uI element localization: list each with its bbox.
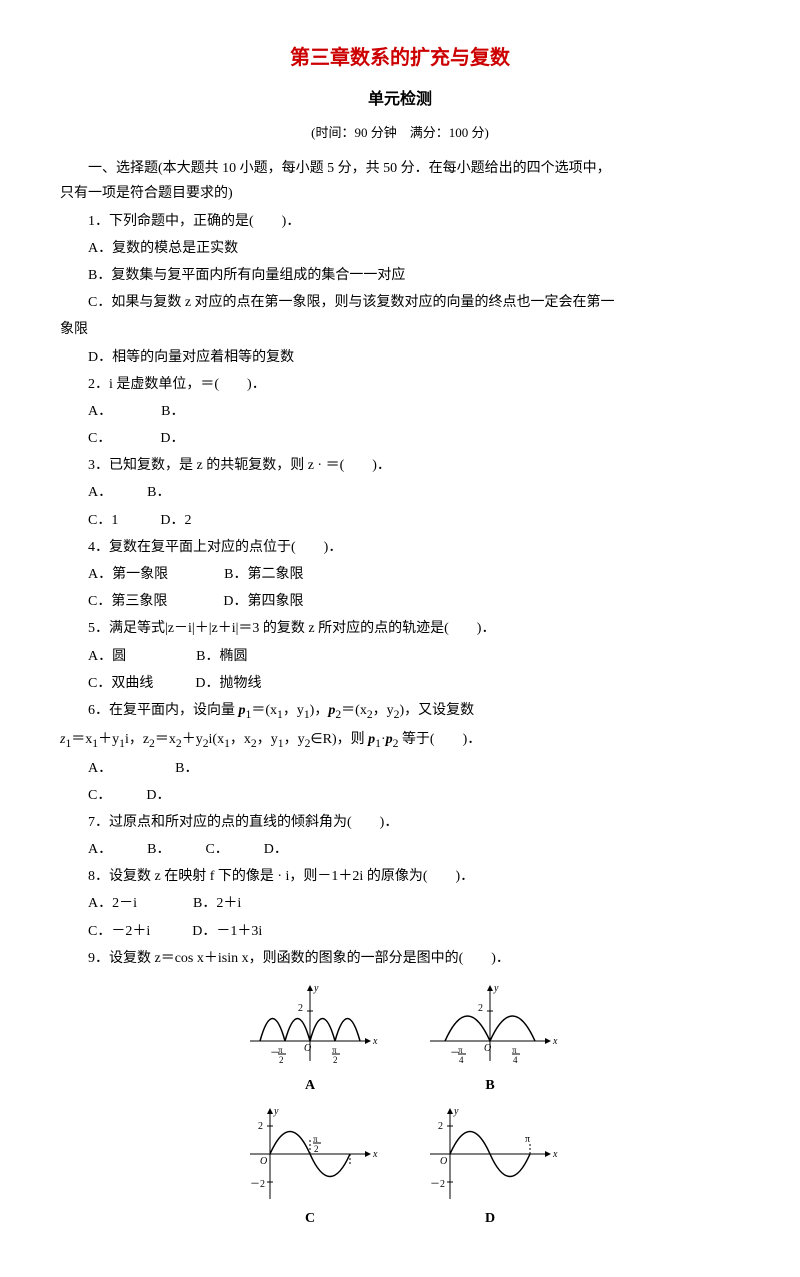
q5-stem: 5．满足等式|z－i|＋|z＋i|＝3 的复数 z 所对应的点的轨迹是( )． (60, 616, 740, 641)
graph-A-label: A (240, 1073, 380, 1098)
graph-B-label: B (420, 1073, 560, 1098)
q5-row1: A．圆 B．椭圆 (60, 644, 740, 669)
q3-stem: 3．已知复数，是 z 的共轭复数，则 z · ＝( )． (60, 453, 740, 478)
graph-D: x y O 2 －2 π D (420, 1104, 560, 1231)
svg-text:x: x (552, 1149, 558, 1160)
q6l2-eq: 等于( )． (398, 732, 481, 747)
svg-text:y: y (453, 1106, 459, 1117)
q2-row2: C． D． (60, 426, 740, 451)
graph-A: x y O 2 － π 2 π 2 A (240, 981, 380, 1098)
q2-stem: 2．i 是虚数单位，＝( )． (60, 372, 740, 397)
q6-t3: ，y (283, 703, 304, 718)
q6l2-d: i，z (125, 732, 149, 747)
svg-text:4: 4 (513, 1055, 518, 1065)
q1-A: A．复数的模总是正实数 (60, 236, 740, 261)
q8-row1: A．2－i B．2＋i (60, 891, 740, 916)
svg-text:2: 2 (333, 1055, 338, 1065)
svg-text:O: O (484, 1043, 491, 1054)
q2-row1: A． B． (60, 399, 740, 424)
q6-p1: p (239, 703, 246, 718)
q6-t1: 6．在复平面内，设向量 (88, 703, 239, 718)
svg-text:－2: －2 (430, 1179, 445, 1190)
q6l2-k: ∈R)，则 (310, 732, 368, 747)
graph-B: x y O 2 － π 4 π 4 B (420, 981, 560, 1098)
section-intro-2: 只有一项是符合题目要求的) (60, 181, 740, 206)
q6l2-p2: p (386, 732, 393, 747)
q1-C2: 象限 (60, 317, 740, 342)
svg-text:y: y (273, 1106, 279, 1117)
q6-stem: 6．在复平面内，设向量 p1＝(x1，y1)，p2＝(x2，y2)，又设复数 (60, 698, 740, 725)
svg-text:O: O (440, 1156, 447, 1167)
q3-row2: C．1 D．2 (60, 508, 740, 533)
svg-text:π: π (525, 1134, 530, 1145)
graph-D-label: D (420, 1206, 560, 1231)
graph-C-label: C (240, 1206, 380, 1231)
q6l2-c: ＋y (98, 732, 119, 747)
page-title: 第三章数系的扩充与复数 (60, 40, 740, 76)
svg-text:O: O (260, 1156, 267, 1167)
q1-stem: 1．下列命题中，正确的是( )． (60, 209, 740, 234)
q4-stem: 4．复数在复平面上对应的点位于( )． (60, 535, 740, 560)
q6l2-f: ＋y (182, 732, 203, 747)
q6-row2: C． D． (60, 783, 740, 808)
svg-text:x: x (372, 1036, 378, 1047)
graph-row-1: x y O 2 － π 2 π 2 A (60, 981, 740, 1098)
q6-row1: A． B． (60, 756, 740, 781)
q6l2-g: i(x (209, 732, 225, 747)
graph-C: x y O 2 －2 π 2 C (240, 1104, 380, 1231)
svg-text:x: x (372, 1149, 378, 1160)
q9-stem: 9．设复数 z＝cos x＋isin x，则函数的图象的一部分是图中的( )． (60, 946, 740, 971)
q5-row2: C．双曲线 D．抛物线 (60, 671, 740, 696)
svg-text:－2: －2 (250, 1179, 265, 1190)
q6-t2: ＝(x (251, 703, 277, 718)
svg-text:2: 2 (478, 1003, 483, 1014)
q6-t5: ＝(x (341, 703, 367, 718)
q4-row1: A．第一象限 B．第二象限 (60, 562, 740, 587)
q6-t4: )， (310, 703, 329, 718)
q3-row1: A． B． (60, 480, 740, 505)
timing: (时间：90 分钟 满分：100 分) (60, 121, 740, 144)
graph-row-2: x y O 2 －2 π 2 C x y O (60, 1104, 740, 1231)
svg-text:y: y (313, 983, 319, 994)
svg-text:2: 2 (314, 1144, 319, 1154)
q1-D: D．相等的向量对应着相等的复数 (60, 345, 740, 370)
q6-t7: )，又设复数 (399, 703, 474, 718)
q4-row2: C．第三象限 D．第四象限 (60, 589, 740, 614)
q8-row2: C．－2＋i D．－1＋3i (60, 919, 740, 944)
section-intro: 一、选择题(本大题共 10 小题，每小题 5 分，共 50 分．在每小题给出的四… (60, 156, 740, 181)
q1-B: B．复数集与复平面内所有向量组成的集合一一对应 (60, 263, 740, 288)
svg-text:2: 2 (298, 1003, 303, 1014)
svg-text:2: 2 (438, 1121, 443, 1132)
svg-text:x: x (552, 1036, 558, 1047)
q7-stem: 7．过原点和所对应的点的直线的倾斜角为( )． (60, 810, 740, 835)
q6l2-h: ，x (230, 732, 251, 747)
q6l2-b: ＝x (71, 732, 92, 747)
subtitle: 单元检测 (60, 86, 740, 115)
graphs-container: x y O 2 － π 2 π 2 A (60, 981, 740, 1231)
q6-t6: ，y (373, 703, 394, 718)
q8-stem: 8．设复数 z 在映射 f 下的像是 · i，则－1＋2i 的原像为( )． (60, 864, 740, 889)
q6l2-j: ，y (284, 732, 305, 747)
q1-C: C．如果与复数 z 对应的点在第一象限，则与该复数对应的向量的终点也一定会在第一 (60, 290, 740, 315)
q7-row: A． B． C． D． (60, 837, 740, 862)
svg-text:4: 4 (459, 1055, 464, 1065)
q6-line2: z1＝x1＋y1i，z2＝x2＋y2i(x1，x2，y1，y2∈R)，则 p1·… (60, 727, 740, 754)
svg-text:O: O (304, 1043, 311, 1054)
svg-text:2: 2 (279, 1055, 284, 1065)
svg-text:y: y (493, 983, 499, 994)
q6l2-e: ＝x (155, 732, 176, 747)
svg-text:2: 2 (258, 1121, 263, 1132)
q6l2-i: ，y (257, 732, 278, 747)
